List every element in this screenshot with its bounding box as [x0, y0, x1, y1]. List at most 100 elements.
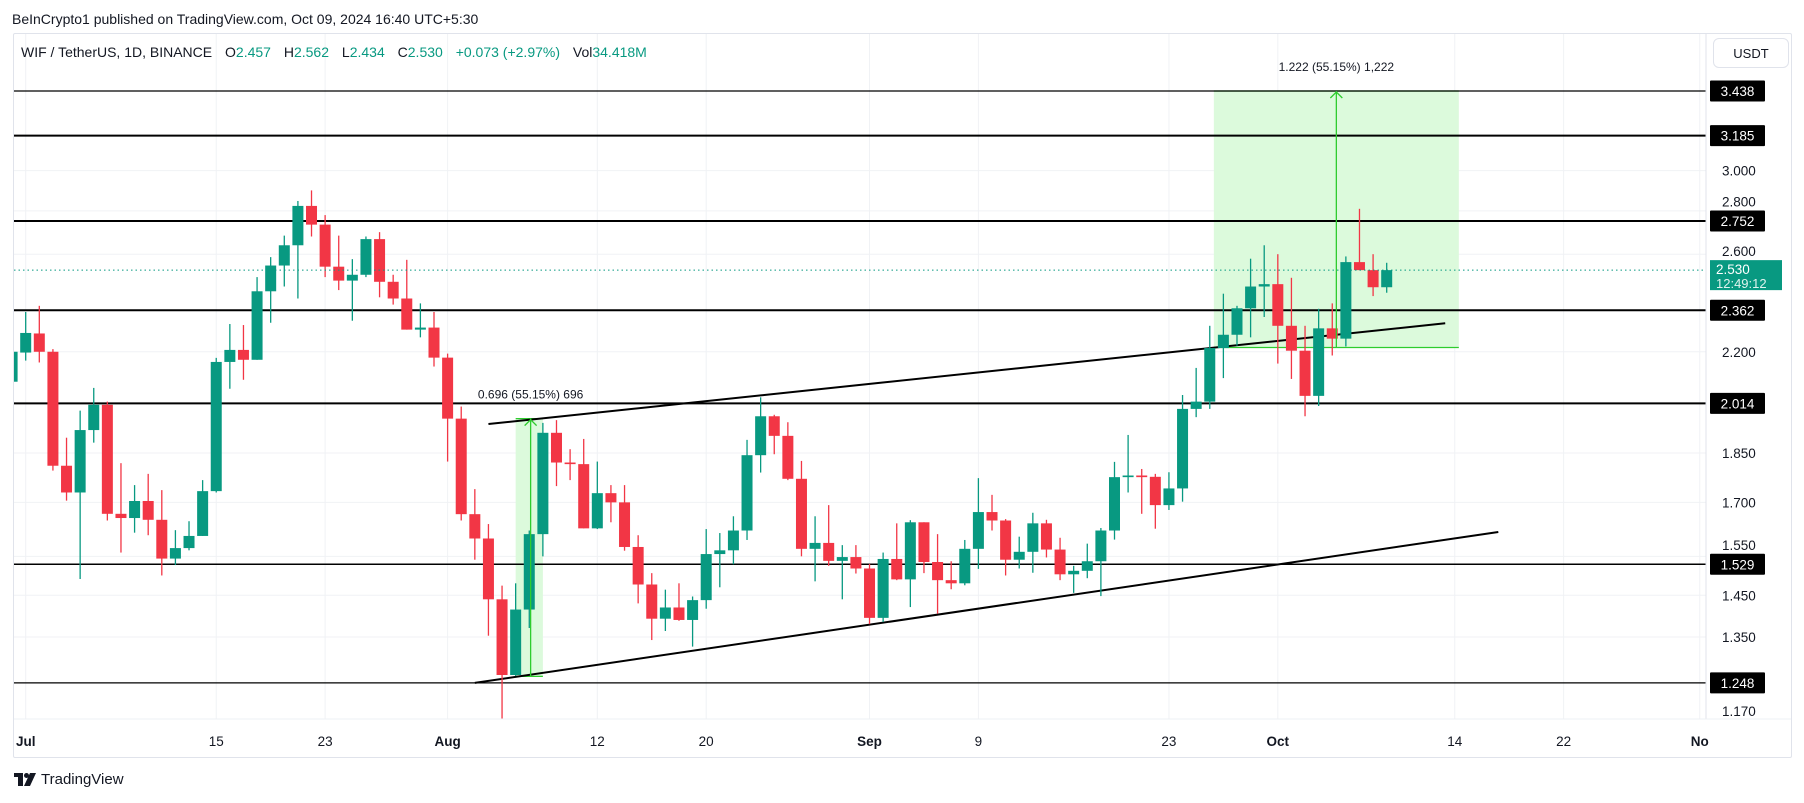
- candle-body: [1285, 325, 1297, 351]
- candle: [224, 324, 236, 389]
- candle-body: [755, 416, 767, 456]
- candle: [904, 520, 916, 608]
- candle: [47, 349, 59, 471]
- candle: [442, 353, 454, 462]
- date-tick-label: 14: [1447, 734, 1463, 749]
- candle: [197, 480, 209, 536]
- tradingview-logo[interactable]: TradingView: [14, 771, 124, 788]
- candle: [1149, 473, 1161, 529]
- low-label: L: [341, 44, 350, 60]
- candle-body: [1245, 286, 1257, 309]
- candle: [346, 259, 358, 321]
- candle-body: [1190, 401, 1202, 409]
- candle: [836, 545, 848, 600]
- open-value: 2.457: [235, 44, 271, 60]
- candle: [20, 311, 32, 361]
- price-tick-label: 2.600: [1722, 244, 1756, 259]
- candle: [1217, 293, 1229, 379]
- chart-pane[interactable]: [13, 33, 1792, 758]
- level-price-label: 1.248: [1710, 672, 1765, 694]
- candle-body: [482, 538, 494, 600]
- symbol-name[interactable]: WIF / TetherUS, 1D, BINANCE: [21, 44, 213, 60]
- candle-body: [877, 558, 889, 618]
- price-tick-label: 1.850: [1722, 446, 1756, 461]
- level-price-box: [1710, 392, 1765, 414]
- candle: [169, 530, 181, 566]
- candle-body: [864, 568, 876, 618]
- price-tick-label: 2.800: [1722, 195, 1756, 210]
- candle: [687, 596, 699, 647]
- candle-body: [237, 349, 249, 360]
- candle-body: [1313, 328, 1325, 396]
- candle: [1013, 536, 1025, 569]
- bar-countdown: 12:49:12: [1716, 276, 1767, 291]
- candle-body: [210, 361, 222, 492]
- candle-body: [1081, 561, 1093, 571]
- level-labels: 3.438 3.185 2.752 2.362 2.014 1.529 1.248 2.530…: [1710, 80, 1782, 694]
- candle-body: [292, 205, 304, 246]
- change-value: +0.073 (+2.97%): [455, 44, 560, 60]
- candle: [646, 573, 658, 641]
- candle: [1095, 527, 1107, 597]
- level-price-label: 2.752: [1710, 210, 1765, 232]
- candle-body: [1109, 477, 1120, 531]
- candle: [414, 303, 426, 338]
- candle-body: [387, 281, 399, 299]
- candle-body: [782, 435, 794, 479]
- candle-body: [795, 478, 807, 549]
- price-axis[interactable]: 3.000 2.800 2.600 2.200 1.850 1.700 1.550 1.450…: [1722, 164, 1756, 719]
- candle-body: [61, 465, 73, 493]
- candle-body: [510, 609, 522, 675]
- candle-body: [700, 554, 712, 601]
- candle: [469, 489, 481, 560]
- candles: [14, 190, 1706, 719]
- level-price-label: 2.014: [1710, 392, 1765, 414]
- currency-button[interactable]: USDT: [1713, 38, 1789, 68]
- level-price-label: 1.529: [1710, 553, 1765, 575]
- candle-body: [1367, 270, 1379, 288]
- candle: [278, 235, 290, 287]
- candle: [918, 522, 930, 574]
- level-price-box: [1710, 299, 1765, 321]
- candle-body: [646, 584, 658, 619]
- candle: [333, 235, 345, 291]
- candle: [1054, 537, 1066, 581]
- lower-trendline[interactable]: [474, 530, 1499, 684]
- level-price-text: 3.185: [1721, 129, 1755, 144]
- candle-body: [360, 239, 372, 275]
- candle: [945, 561, 957, 590]
- date-tick-label: No: [1691, 734, 1709, 749]
- candle-body: [74, 430, 86, 493]
- candle-body: [823, 542, 835, 561]
- volume-label: Vol: [572, 44, 593, 60]
- candle-body: [455, 418, 467, 515]
- candle-body: [1054, 549, 1066, 575]
- candle: [387, 274, 399, 305]
- measure-label: 0.696 (55.15%) 696: [478, 388, 584, 402]
- candle-body: [578, 464, 590, 529]
- candle: [428, 311, 440, 367]
- candle-body: [605, 493, 617, 503]
- arrow-up-icon: [1329, 91, 1343, 99]
- date-tick-label: 20: [699, 734, 714, 749]
- candle: [1068, 565, 1080, 593]
- price-tick-label: 1.170: [1722, 704, 1756, 719]
- candle-body: [836, 557, 848, 561]
- candle: [1367, 254, 1379, 297]
- date-tick-label: Oct: [1267, 734, 1290, 749]
- price-tick-label: 1.350: [1722, 630, 1756, 645]
- candle-body: [1163, 488, 1175, 506]
- candle-body: [1217, 334, 1229, 349]
- candle-body: [959, 548, 971, 584]
- price-tick-label: 2.200: [1722, 345, 1756, 360]
- candle-body: [1299, 350, 1311, 396]
- upper-trendline[interactable]: [488, 322, 1446, 426]
- candle: [1272, 254, 1284, 364]
- candle-body: [414, 327, 426, 330]
- candle-body: [1027, 523, 1039, 552]
- candle: [972, 478, 984, 569]
- time-axis[interactable]: Jul 15 23 Aug 12 20 Sep 9 23 Oct 14 22 No: [16, 734, 1709, 749]
- candle: [129, 485, 141, 533]
